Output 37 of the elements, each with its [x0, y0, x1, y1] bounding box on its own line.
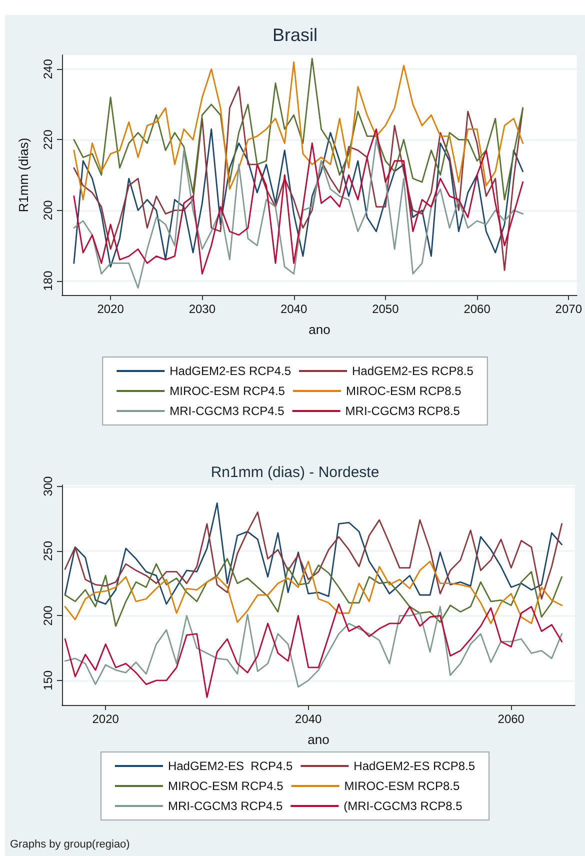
x-tick-label: 2040 — [280, 302, 308, 316]
legend-label: MIROC-ESM RCP8.5 — [344, 779, 460, 793]
y-tick-label: 200 — [41, 605, 55, 626]
y-axis-title: R1mm (dias) — [16, 138, 31, 212]
text: Graphs by group(regiao) — [10, 838, 130, 850]
x-tick-label: 2020 — [97, 302, 124, 316]
line-series — [73, 86, 524, 271]
x-tick-label: 2060 — [464, 302, 491, 316]
legend-label: MIROC-ESM RCP4.5 — [170, 384, 286, 398]
y-tick-label: 300 — [41, 476, 55, 496]
legend-label: MRI-CGCM3 RCP4.5 — [168, 799, 283, 813]
y-tick-label: 150 — [41, 670, 55, 690]
legend-label: HadGEM2-ES RCP8.5 — [354, 759, 476, 773]
x-axis-title: ano — [308, 732, 330, 747]
legend-label: HadGEM2-ES RCP4.5 — [170, 364, 292, 378]
y-tick-label: 250 — [41, 540, 55, 562]
legend-label: MRI-CGCM3 RCP8.5 — [345, 404, 460, 418]
y-tick-label: 240 — [41, 58, 55, 80]
chart-title: Brasil — [272, 25, 318, 45]
legend-label: MIROC-ESM RCP4.5 — [168, 779, 284, 793]
x-tick-label: 2050 — [372, 302, 400, 316]
x-tick-label: 2040 — [295, 712, 322, 726]
x-axis-title: ano — [308, 322, 330, 337]
y-tick-label: 180 — [41, 270, 55, 291]
legend-label: MIROC-ESM RCP8.5 — [346, 384, 462, 398]
legend-label: MRI-CGCM3 RCP4.5 — [170, 404, 285, 418]
x-tick-label: 2020 — [92, 712, 120, 726]
x-tick-label: 2070 — [555, 302, 582, 316]
legend-label: HadGEM2-ES RCP4.5 — [168, 759, 293, 773]
x-tick-label: 2030 — [188, 302, 216, 316]
y-tick-label: 200 — [41, 200, 55, 220]
x-tick-label: 2060 — [498, 712, 525, 726]
legend-label: HadGEM2-ES RCP8.5 — [352, 364, 474, 378]
line-series — [73, 139, 524, 289]
chart-title: Rn1mm (dias) - Nordeste — [210, 464, 380, 481]
y-tick-label: 220 — [41, 129, 55, 150]
legend-label: (MRI-CGCM3 RCP8.5 — [344, 799, 463, 813]
